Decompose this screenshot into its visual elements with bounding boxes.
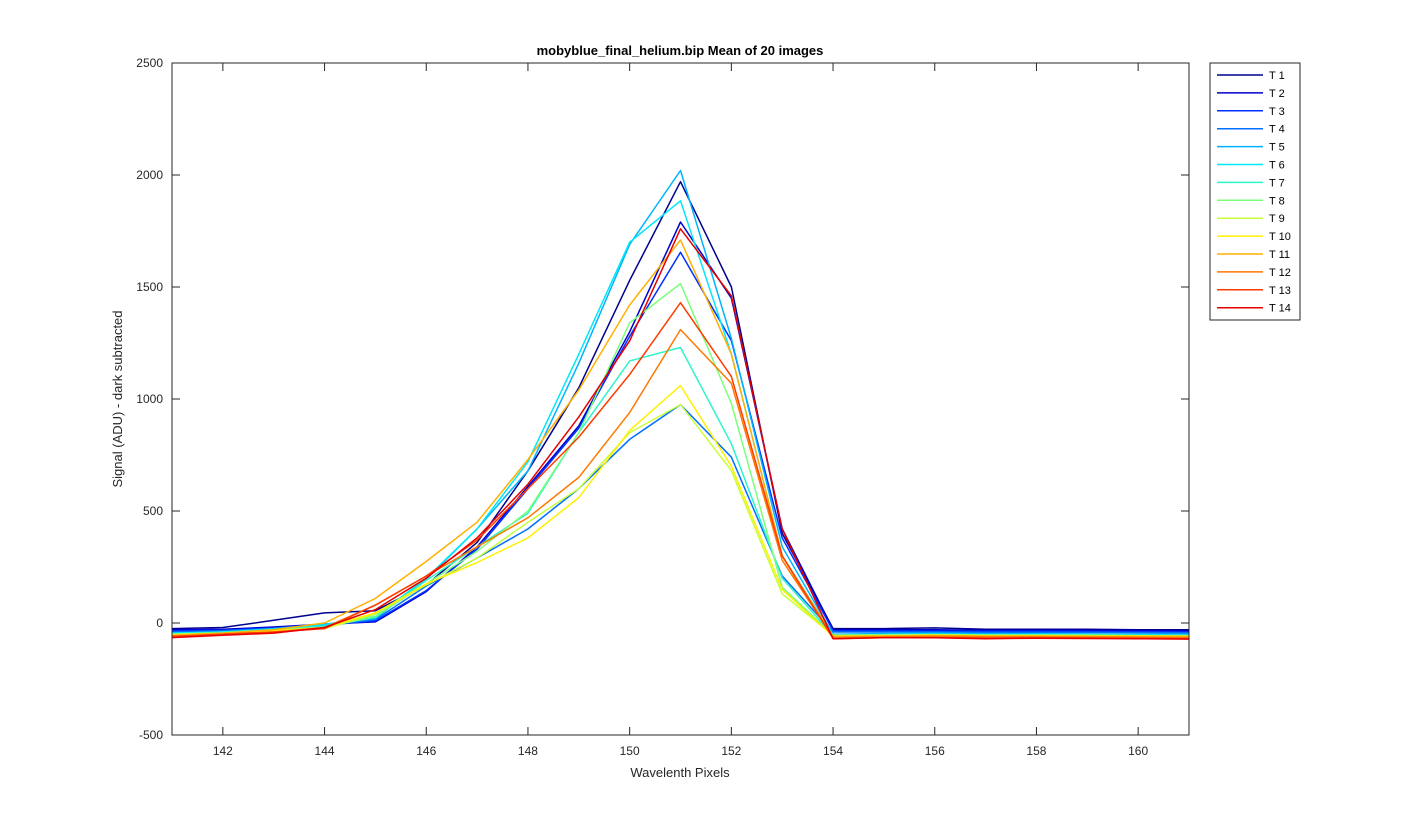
legend-label-4: T 4 [1269, 124, 1285, 136]
series-line-1 [171, 180, 1189, 631]
y-tick-label: 1000 [136, 392, 163, 406]
x-tick-label: 154 [823, 744, 843, 758]
series-line-14 [171, 228, 1190, 640]
legend-label-9: T 9 [1269, 213, 1285, 225]
y-tick-label: 1500 [136, 280, 163, 294]
legend-label-5: T 5 [1269, 142, 1285, 154]
x-axis-title: Wavelenth Pixels [630, 765, 730, 780]
legend-label-7: T 7 [1269, 177, 1285, 189]
legend: T 1 T 2 T 3 T 4 T 5 T 6 T 7 T 8 T 9 T 10 T 11 T 12 T… [1209, 62, 1301, 321]
legend-label-1: T 1 [1269, 70, 1285, 82]
series-line-11 [171, 239, 1189, 638]
legend-label-2: T 2 [1269, 88, 1285, 100]
x-tick-label: 150 [620, 744, 640, 758]
axis-ticks: 142 144 146 148 150 152 154 156 158 160 -500 0 500 10… [136, 56, 1189, 758]
legend-label-10: T 10 [1269, 231, 1291, 243]
y-tick-label: 500 [143, 504, 163, 518]
legend-label-14: T 14 [1269, 303, 1291, 315]
legend-label-8: T 8 [1269, 195, 1285, 207]
legend-box [1209, 62, 1301, 321]
x-tick-label: 144 [315, 744, 335, 758]
x-tick-label: 156 [925, 744, 945, 758]
x-tick-label: 142 [213, 744, 233, 758]
x-tick-label: 152 [721, 744, 741, 758]
legend-label-11: T 11 [1269, 249, 1290, 261]
legend-label-6: T 6 [1269, 160, 1285, 172]
y-tick-label: 2000 [136, 168, 163, 182]
legend-label-3: T 3 [1269, 106, 1285, 118]
legend-label-12: T 12 [1269, 267, 1291, 279]
legend-label-13: T 13 [1269, 285, 1291, 297]
x-tick-label: 146 [416, 744, 436, 758]
y-tick-label: -500 [139, 728, 163, 742]
series-layer [171, 169, 1190, 640]
chart-title: mobyblue_final_helium.bip Mean of 20 ima… [537, 43, 824, 58]
x-tick-label: 160 [1128, 744, 1148, 758]
y-tick-label: 0 [156, 616, 163, 630]
y-tick-label: 2500 [136, 56, 163, 70]
x-tick-label: 148 [518, 744, 538, 758]
y-axis-title: Signal (ADU) - dark subtracted [110, 310, 125, 487]
x-tick-label: 158 [1026, 744, 1046, 758]
